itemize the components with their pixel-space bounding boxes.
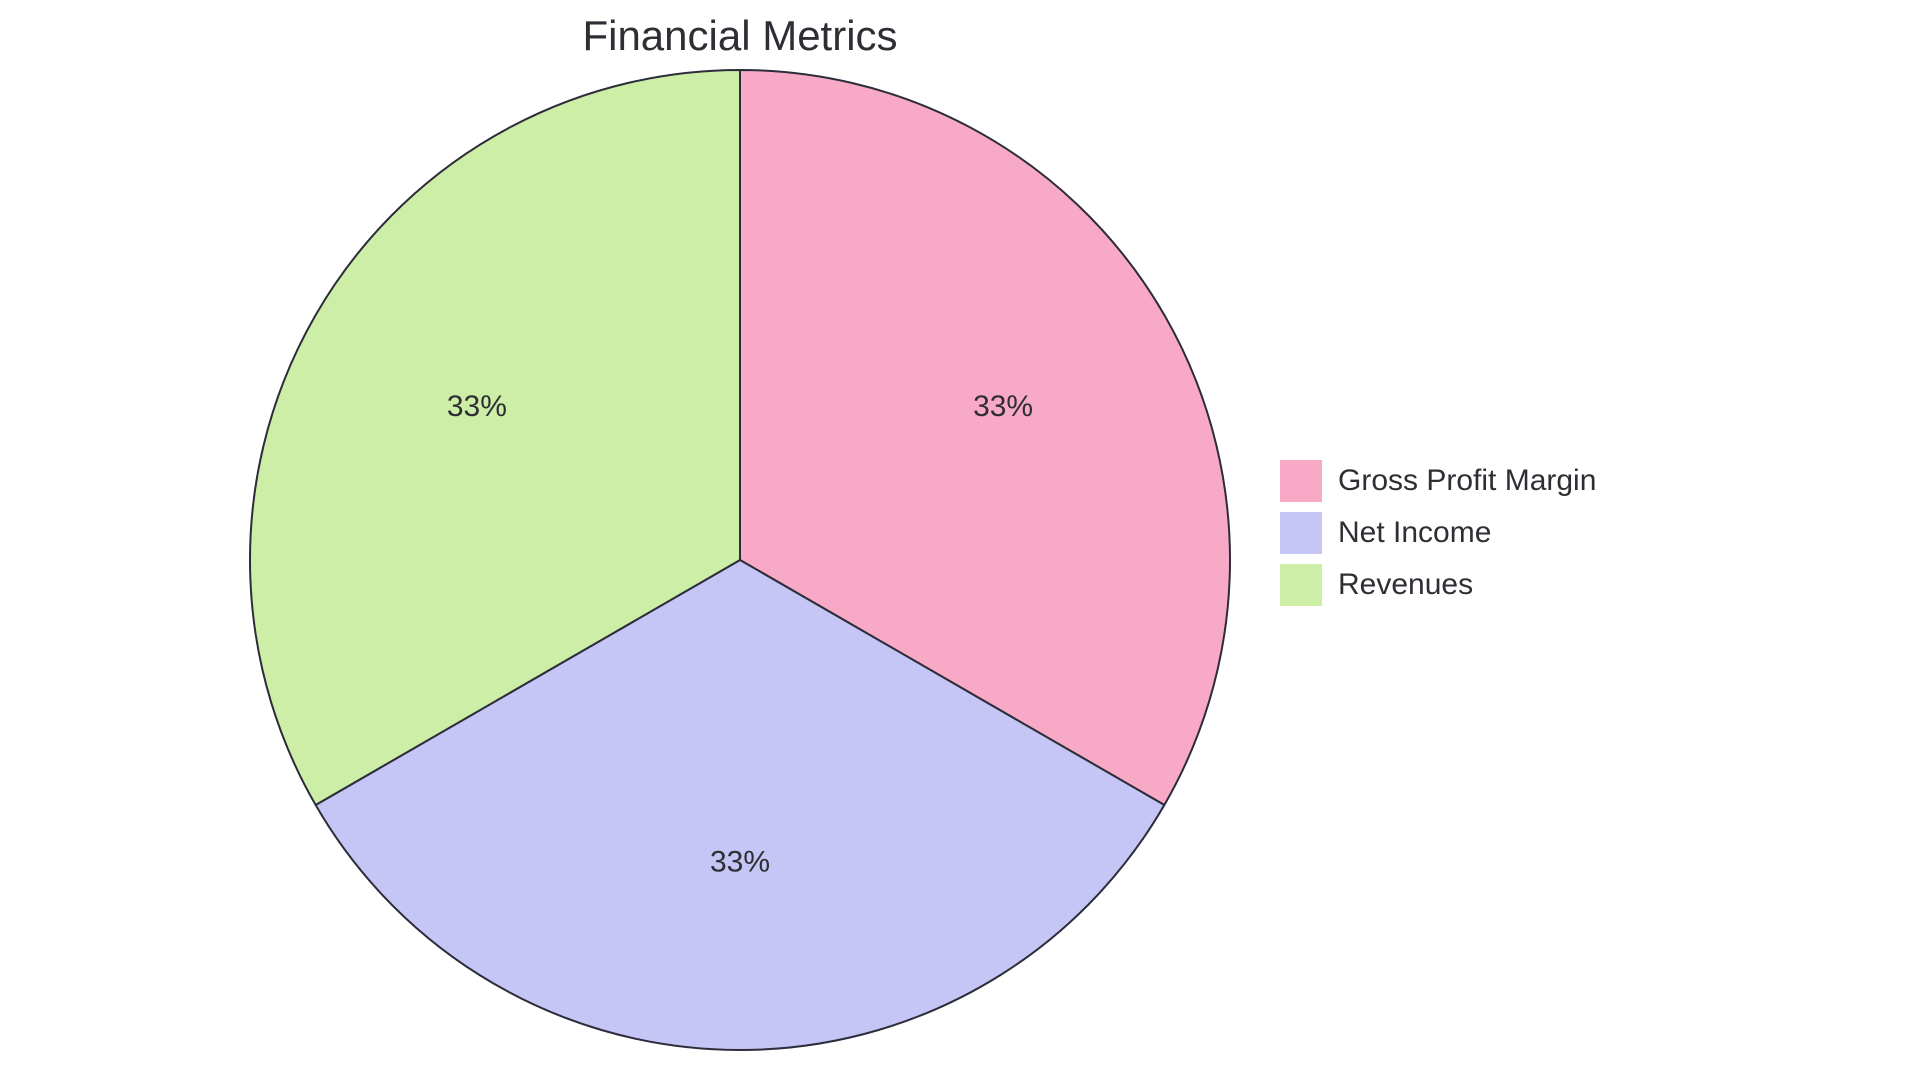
legend-swatch (1280, 512, 1322, 554)
legend-swatch (1280, 564, 1322, 606)
chart-stage: { "chart": { "type": "pie", "title": "Fi… (0, 0, 1920, 1080)
legend-item: Gross Profit Margin (1280, 460, 1596, 502)
legend-item: Net Income (1280, 512, 1596, 554)
legend: Gross Profit Margin Net Income Revenues (1280, 460, 1596, 616)
slice-label: 33% (973, 390, 1033, 423)
pie-slices (250, 70, 1230, 1050)
legend-label: Revenues (1338, 568, 1473, 602)
legend-swatch (1280, 460, 1322, 502)
legend-label: Net Income (1338, 516, 1491, 550)
pie-chart: 33% 33% 33% Financial Metrics (0, 0, 1920, 1080)
legend-item: Revenues (1280, 564, 1596, 606)
slice-label: 33% (710, 846, 770, 879)
legend-label: Gross Profit Margin (1338, 464, 1596, 498)
slice-label: 33% (447, 390, 507, 423)
chart-title: Financial Metrics (582, 12, 897, 59)
